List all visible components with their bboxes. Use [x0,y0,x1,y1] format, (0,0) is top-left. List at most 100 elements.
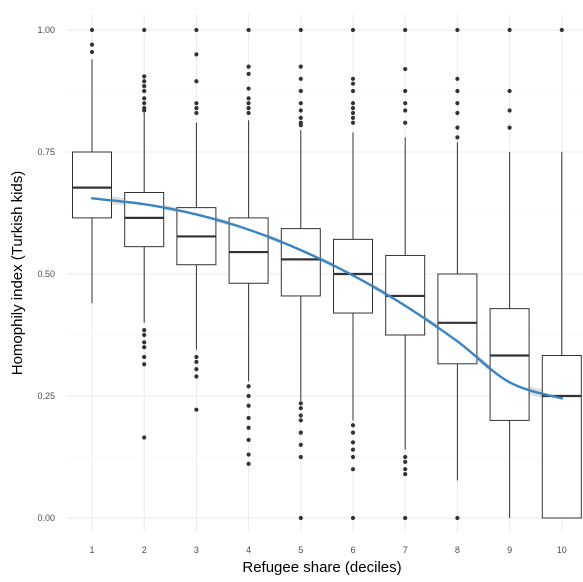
outlier-point [350,81,356,86]
outlier-point [350,430,356,435]
x-tick-label: 5 [298,545,303,555]
box-iqr [124,192,165,248]
outlier-point [403,471,408,477]
outlier-point [142,96,147,101]
x-tick-label: 6 [350,545,355,555]
outlier-point [142,101,147,106]
outlier-point [455,101,460,106]
box-group-decile-1 [72,27,112,304]
trend-line [90,197,563,400]
outlier-point [455,125,460,130]
outlier-point [350,467,356,472]
x-axis-title: Refugee share (deciles) [242,559,401,576]
outlier-point [455,76,460,81]
outlier-point [298,430,303,435]
outlier-point [246,425,251,430]
outlier-point [194,52,199,57]
outlier-point [559,27,564,33]
x-tick-label: 1 [89,545,94,555]
y-tick-label: 0.25 [37,391,55,401]
outlier-point [403,459,408,464]
outlier-point [403,88,408,94]
y-tick-label: 1.00 [37,25,55,35]
box-group-decile-4 [228,27,269,466]
outlier-point [350,454,356,460]
outlier-point [507,108,512,113]
outlier-point [455,27,460,33]
y-axis-title: Homophily index (Turkish kids) [9,171,26,376]
outlier-point [298,88,303,94]
outlier-point [246,403,251,408]
outlier-point [246,393,251,399]
outlier-point [246,86,251,91]
outlier-point [298,401,303,406]
outlier-point [142,88,147,94]
outlier-point [298,406,303,411]
outlier-point [350,27,356,33]
outlier-point [350,515,356,521]
outlier-point [403,101,408,106]
outlier-point [246,71,251,77]
y-tick-label: 0.50 [37,269,55,279]
outlier-point [89,27,95,33]
outlier-point [194,359,199,364]
y-tick-label: 0.00 [37,513,55,523]
outlier-point [507,88,512,94]
outlier-point [403,467,408,472]
outlier-point [298,413,303,418]
outlier-point [350,88,356,94]
outlier-point [298,515,303,521]
x-tick-label: 7 [403,545,408,555]
outlier-point [142,332,147,338]
outlier-point [142,328,147,333]
outlier-point [403,515,408,521]
outlier-point [142,354,147,360]
outlier-point [298,115,303,120]
outlier-point [142,108,147,113]
outlier-point [142,84,147,89]
outlier-point [89,49,95,55]
outlier-point [507,27,512,33]
box-iqr [72,151,112,219]
outlier-point [455,110,460,116]
outlier-point [298,101,303,106]
outlier-point [298,76,303,81]
outlier-point [350,115,356,120]
x-tick-label: 3 [194,545,199,555]
outlier-point [403,66,408,72]
outlier-point [246,64,251,69]
y-tick-label: 0.75 [37,147,55,157]
outlier-point [194,105,199,111]
outlier-point [298,454,303,460]
outlier-point [298,27,303,33]
outlier-point [142,362,147,367]
outlier-point [298,64,303,69]
box-group-decile-5 [280,27,321,521]
outlier-point [194,367,199,372]
x-tick-label: 8 [455,545,460,555]
x-tick-label: 4 [246,545,251,555]
box-iqr [228,217,269,284]
outlier-point [246,415,251,421]
outlier-point [246,105,251,111]
outlier-point [142,435,147,440]
outlier-point [246,461,251,466]
outlier-point [350,110,356,116]
outlier-point [142,340,147,345]
x-tick-label: 10 [557,545,567,555]
box-group-decile-8 [437,27,478,521]
outlier-point [298,442,303,447]
outlier-point [142,74,147,79]
outlier-point [194,354,199,360]
outlier-point [350,76,356,81]
outlier-point [350,120,356,125]
outlier-point [194,407,199,412]
outlier-point [194,27,199,33]
x-tick-label: 2 [142,545,147,555]
outlier-point [350,101,356,106]
outlier-point [246,452,251,457]
outlier-point [350,447,356,452]
outlier-point [298,418,303,423]
box-group-decile-10 [541,27,582,519]
